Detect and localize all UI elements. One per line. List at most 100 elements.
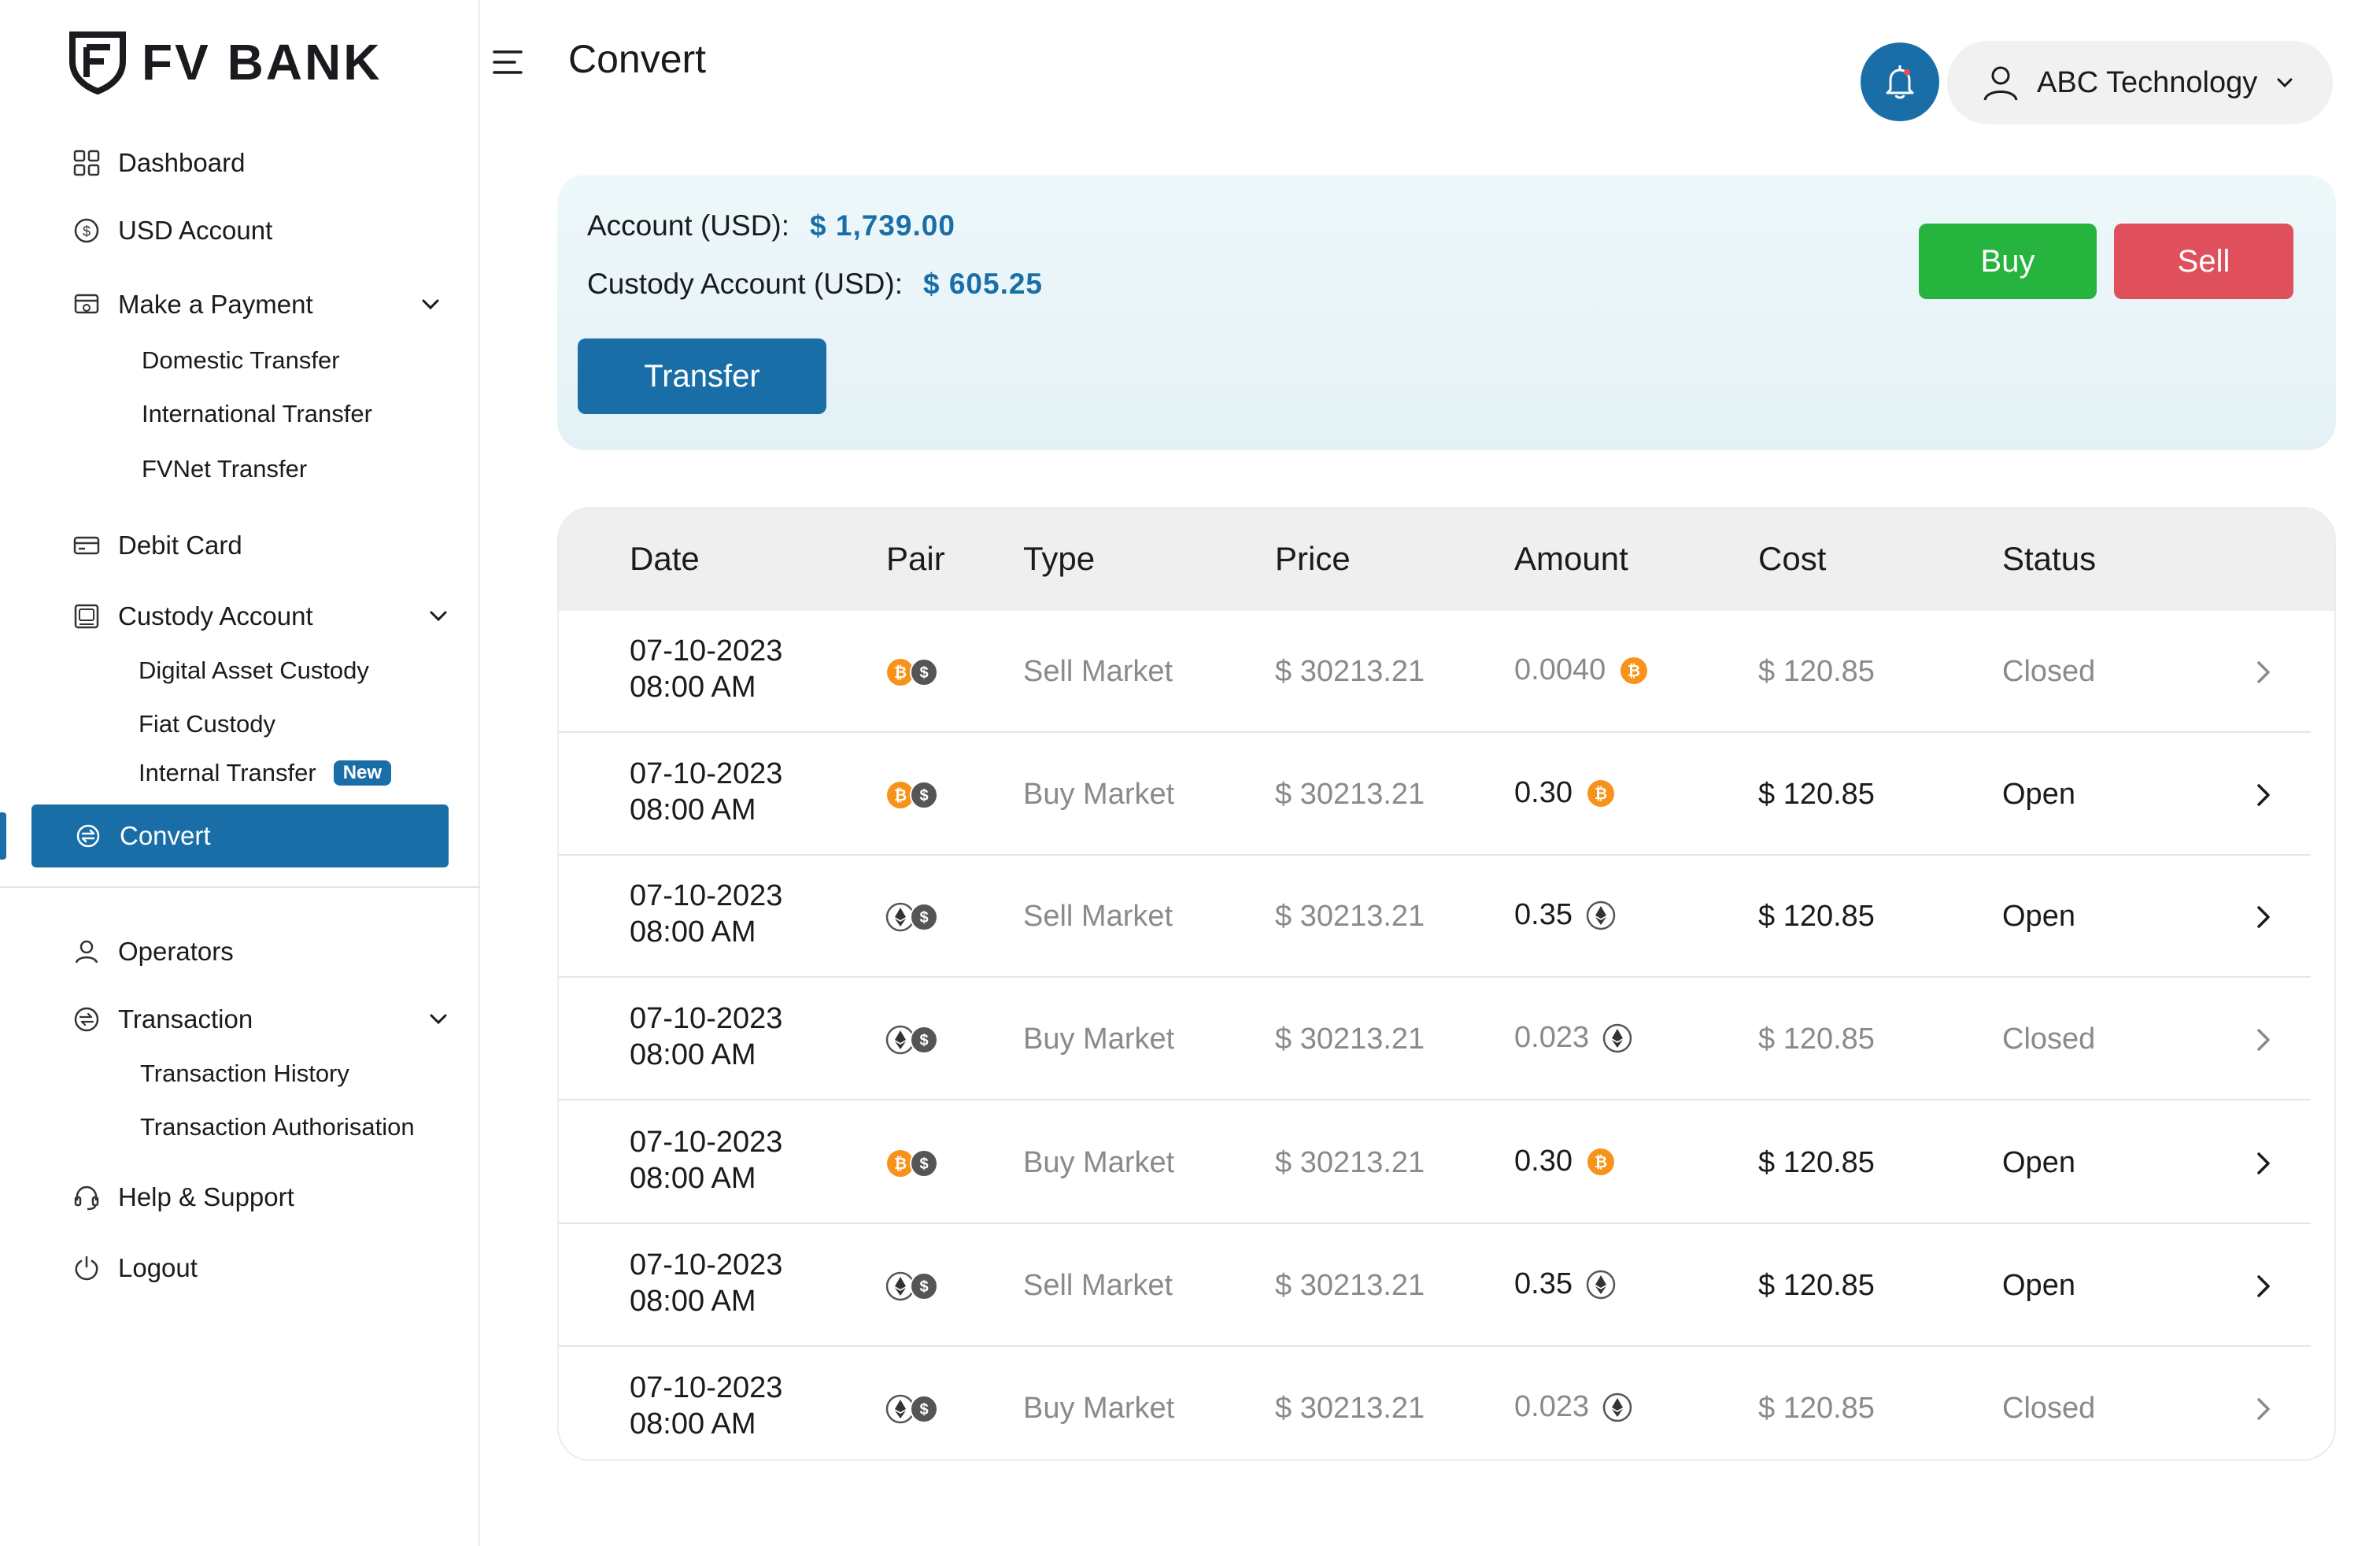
btc-usd-pair-icon: ₿ $ bbox=[885, 656, 940, 688]
payment-icon bbox=[71, 289, 102, 320]
chevron-right-icon[interactable] bbox=[2248, 1024, 2279, 1056]
sidebar-subitem-internal-transfer[interactable]: Internal Transfer New bbox=[139, 756, 392, 790]
sidebar-item-logout[interactable]: Logout bbox=[71, 1248, 198, 1288]
account-menu-button[interactable]: ABC Technology bbox=[1947, 41, 2333, 124]
sidebar-item-custody-account[interactable]: Custody Account bbox=[71, 597, 313, 636]
column-header-cost: Cost bbox=[1758, 540, 1827, 577]
row-date-day: 07-10-2023 bbox=[630, 634, 783, 668]
sell-button[interactable]: Sell bbox=[2114, 224, 2293, 299]
row-amount: 0.023 bbox=[1514, 1390, 1633, 1424]
bitcoin-icon: ₿ bbox=[1587, 779, 1614, 807]
sidebar-item-operators[interactable]: Operators bbox=[71, 932, 234, 971]
row-amount: 0.35 bbox=[1514, 898, 1617, 932]
sidebar-item-debit-card[interactable]: Debit Card bbox=[71, 526, 242, 565]
chevron-right-icon[interactable] bbox=[2248, 779, 2279, 811]
vault-icon bbox=[71, 601, 102, 632]
svg-text:$: $ bbox=[919, 909, 928, 926]
row-date-time: 08:00 AM bbox=[630, 1285, 756, 1318]
sidebar-subitem-transaction-history[interactable]: Transaction History bbox=[140, 1060, 349, 1087]
grid-icon bbox=[71, 147, 102, 179]
table-row[interactable]: 07-10-2023 08:00 AM $ Buy Market $ 30213.21 0… bbox=[559, 978, 2311, 1100]
sidebar-divider bbox=[0, 886, 480, 888]
row-date-day: 07-10-2023 bbox=[630, 1126, 783, 1159]
account-value: $ 1,739.00 bbox=[810, 209, 955, 242]
svg-text:$: $ bbox=[919, 1156, 928, 1173]
row-cost: $ 120.85 bbox=[1758, 1392, 1875, 1425]
ethereum-icon bbox=[1602, 1023, 1632, 1052]
dollar-circle-icon: $ bbox=[71, 215, 102, 246]
sidebar-item-label: Help & Support bbox=[118, 1182, 294, 1211]
sidebar-item-label: Make a Payment bbox=[118, 290, 313, 319]
row-date: 07-10-2023 08:00 AM bbox=[630, 1124, 782, 1196]
row-cost: $ 120.85 bbox=[1758, 1023, 1875, 1056]
chevron-down-icon[interactable] bbox=[425, 1006, 452, 1033]
user-icon bbox=[71, 936, 102, 967]
row-date-day: 07-10-2023 bbox=[630, 879, 783, 912]
custody-balance: Custody Account (USD): $ 605.25 bbox=[587, 268, 1043, 301]
table-row[interactable]: 07-10-2023 08:00 AM $ Sell Market $ 30213.21… bbox=[559, 856, 2311, 978]
sidebar-item-usd-account[interactable]: $ USD Account bbox=[71, 211, 272, 250]
row-date-time: 08:00 AM bbox=[630, 671, 756, 704]
table-row[interactable]: 07-10-2023 08:00 AM ₿ $ Buy Market $ 30213.21… bbox=[559, 734, 2311, 856]
sidebar-item-dashboard[interactable]: Dashboard bbox=[71, 143, 245, 183]
account-summary-card: Account (USD): $ 1,739.00 Custody Account… bbox=[557, 175, 2336, 450]
chevron-right-icon[interactable] bbox=[2248, 656, 2279, 688]
sidebar-item-transaction[interactable]: Transaction bbox=[71, 1000, 253, 1039]
row-date-time: 08:00 AM bbox=[630, 1162, 756, 1195]
sidebar-item-label: Convert bbox=[120, 821, 211, 850]
row-cost: $ 120.85 bbox=[1758, 1269, 1875, 1302]
table-row[interactable]: 07-10-2023 08:00 AM ₿ $ Sell Market $ 30213.2… bbox=[559, 611, 2311, 733]
sidebar-subitem-digital-asset-custody[interactable]: Digital Asset Custody bbox=[139, 656, 369, 684]
account-name: ABC Technology bbox=[2037, 65, 2258, 99]
row-status: Open bbox=[2002, 900, 2075, 933]
sidebar-item-label: Custody Account bbox=[118, 601, 313, 631]
sidebar-subitem-international-transfer[interactable]: International Transfer bbox=[142, 400, 372, 427]
chevron-right-icon[interactable] bbox=[2248, 1148, 2279, 1179]
page-title: Convert bbox=[568, 37, 707, 81]
brand-logo[interactable]: FV BANK bbox=[68, 30, 382, 94]
notifications-button[interactable] bbox=[1861, 43, 1939, 121]
sidebar-subitem-fvnet-transfer[interactable]: FVNet Transfer bbox=[142, 455, 308, 483]
eth-usd-pair-icon: $ bbox=[885, 1024, 940, 1056]
row-type: Buy Market bbox=[1023, 778, 1175, 811]
row-status: Closed bbox=[2002, 1392, 2096, 1425]
svg-text:$: $ bbox=[919, 1401, 928, 1418]
sidebar-item-label: Transaction bbox=[118, 1004, 253, 1034]
sidebar-item-label: Operators bbox=[118, 937, 234, 966]
new-badge: New bbox=[333, 760, 392, 786]
row-amount-value: 0.023 bbox=[1514, 1021, 1590, 1054]
chevron-right-icon[interactable] bbox=[2248, 901, 2279, 933]
table-row[interactable]: 07-10-2023 08:00 AM $ Buy Market $ 30213.21 0… bbox=[559, 1348, 2311, 1459]
row-price: $ 30213.21 bbox=[1275, 1392, 1425, 1425]
transfer-button[interactable]: Transfer bbox=[578, 338, 826, 414]
row-type: Buy Market bbox=[1023, 1392, 1175, 1425]
sidebar-item-make-payment[interactable]: Make a Payment bbox=[71, 285, 313, 324]
sidebar-subitem-transaction-authorisation[interactable]: Transaction Authorisation bbox=[140, 1113, 415, 1141]
chevron-right-icon[interactable] bbox=[2248, 1393, 2279, 1425]
hamburger-menu-icon[interactable] bbox=[491, 46, 524, 79]
row-date-day: 07-10-2023 bbox=[630, 1002, 783, 1035]
row-cost: $ 120.85 bbox=[1758, 655, 1875, 688]
table-row[interactable]: 07-10-2023 08:00 AM $ Sell Market $ 30213.21… bbox=[559, 1225, 2311, 1347]
sidebar-subitem-domestic-transfer[interactable]: Domestic Transfer bbox=[142, 346, 340, 374]
chevron-right-icon[interactable] bbox=[2248, 1270, 2279, 1302]
sidebar-item-help-support[interactable]: Help & Support bbox=[71, 1178, 294, 1217]
sidebar-item-convert[interactable]: Convert bbox=[31, 804, 449, 867]
ethereum-icon bbox=[1586, 901, 1616, 930]
sidebar-item-label: USD Account bbox=[118, 216, 273, 245]
sidebar: FV BANK Dashboard $ USD Account Make a P… bbox=[0, 0, 480, 1546]
row-type: Buy Market bbox=[1023, 1023, 1175, 1056]
buy-button[interactable]: Buy bbox=[1919, 224, 2097, 299]
row-amount-value: 0.023 bbox=[1514, 1390, 1590, 1423]
table-row[interactable]: 07-10-2023 08:00 AM ₿ $ Buy Market $ 30213.21… bbox=[559, 1102, 2311, 1224]
chevron-down-icon bbox=[2277, 78, 2293, 88]
row-amount-value: 0.30 bbox=[1514, 1145, 1572, 1178]
row-date: 07-10-2023 08:00 AM bbox=[630, 633, 782, 705]
sidebar-subitem-fiat-custody[interactable]: Fiat Custody bbox=[139, 710, 276, 738]
row-date: 07-10-2023 08:00 AM bbox=[630, 1247, 782, 1319]
ethereum-icon bbox=[1586, 1270, 1616, 1299]
chevron-down-icon[interactable] bbox=[425, 603, 452, 630]
svg-text:₿: ₿ bbox=[1595, 1154, 1607, 1171]
fv-shield-logo-icon bbox=[69, 31, 126, 94]
chevron-down-icon[interactable] bbox=[417, 291, 444, 318]
